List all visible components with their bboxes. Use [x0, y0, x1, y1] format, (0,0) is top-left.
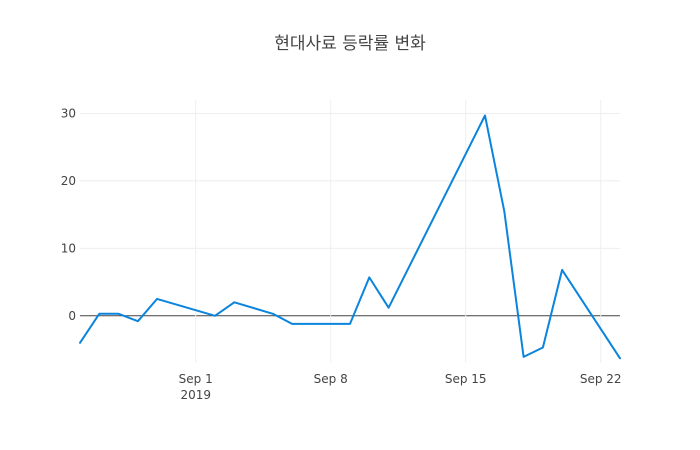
y-tick-label: 0 [68, 309, 76, 323]
x-tick-label: Sep 15 [445, 372, 487, 386]
gridlines [80, 100, 620, 363]
chart-title: 현대사료 등락률 변화 [274, 34, 426, 54]
x-tick-label: Sep 8 [314, 372, 348, 386]
axes: 0 10 20 30 Sep 1 2019 Sep 8 Sep 15 Sep 22 [61, 106, 622, 402]
series-layer [79, 114, 621, 360]
series-line [79, 114, 621, 360]
y-tick-label: 30 [61, 106, 76, 120]
y-tick-label: 10 [61, 241, 76, 255]
x-tick-sublabel: 2019 [180, 388, 211, 402]
y-tick-label: 20 [61, 174, 76, 188]
x-tick-label: Sep 1 [179, 372, 213, 386]
x-tick-label: Sep 22 [580, 372, 622, 386]
